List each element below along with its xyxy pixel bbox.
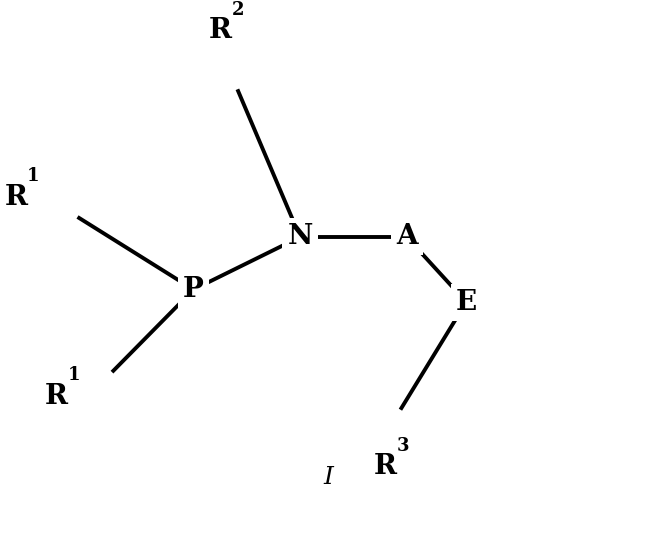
Text: R: R bbox=[374, 453, 397, 481]
Text: R: R bbox=[209, 17, 231, 44]
Text: P: P bbox=[183, 276, 204, 303]
Text: A: A bbox=[396, 224, 417, 250]
Text: I: I bbox=[324, 466, 333, 489]
Text: R: R bbox=[5, 184, 27, 211]
Text: 1: 1 bbox=[27, 168, 39, 185]
Text: R: R bbox=[45, 383, 68, 410]
Text: 1: 1 bbox=[67, 366, 80, 384]
Text: E: E bbox=[455, 288, 477, 316]
Text: 3: 3 bbox=[397, 437, 409, 455]
Text: N: N bbox=[287, 224, 313, 250]
Text: 2: 2 bbox=[231, 1, 244, 19]
